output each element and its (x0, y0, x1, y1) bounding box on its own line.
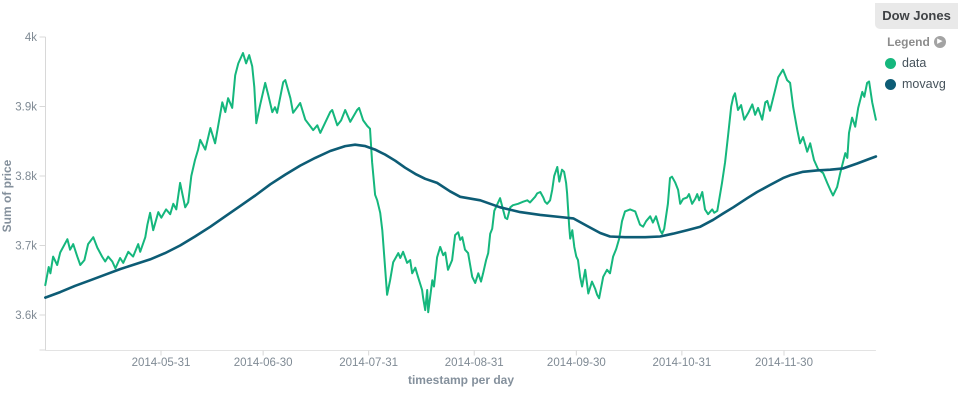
data-series-color-dot (885, 57, 896, 69)
x-tick-label: 2014-06-30 (234, 357, 293, 369)
y-axis-title: Sum of price (0, 159, 14, 232)
legend-item-movavg[interactable]: movavg (885, 77, 958, 91)
legend-panel: Dow Jones Legend ▶ data movavg (875, 0, 958, 91)
x-tick-label: 2014-10-31 (652, 357, 711, 369)
legend-item-label: movavg (902, 77, 946, 91)
x-tick-label: 2014-07-31 (339, 357, 398, 369)
x-tick-label: 2014-08-31 (445, 357, 504, 369)
legend-label: Legend (887, 35, 930, 49)
y-tick-label: 3.8k (15, 171, 37, 183)
axes: 4k 3.9k 3.8k 3.7k 3.6k 2014-05-31 2014-06-30 20… (15, 32, 876, 369)
series-line-movavg (43, 143, 878, 299)
y-tick-label: 3.9k (15, 102, 37, 114)
x-tick-label: 2014-11-30 (755, 357, 813, 369)
legend-header: Legend ▶ (875, 35, 958, 49)
panel-title: Dow Jones (875, 3, 958, 29)
series-line-data (44, 52, 877, 314)
legend-item-data[interactable]: data (885, 56, 958, 70)
y-tick-label: 3.6k (15, 310, 37, 322)
x-tick-label: 2014-05-31 (132, 357, 191, 369)
y-tick-label: 4k (25, 32, 37, 44)
legend-toggle-icon[interactable]: ▶ (933, 36, 946, 48)
legend-item-label: data (902, 56, 927, 70)
series-lines (43, 52, 878, 314)
x-tick-label: 2014-09-30 (547, 357, 606, 369)
movavg-series-color-dot (885, 78, 896, 90)
x-axis-title: timestamp per day (408, 373, 514, 387)
y-tick-label: 3.7k (15, 241, 37, 253)
